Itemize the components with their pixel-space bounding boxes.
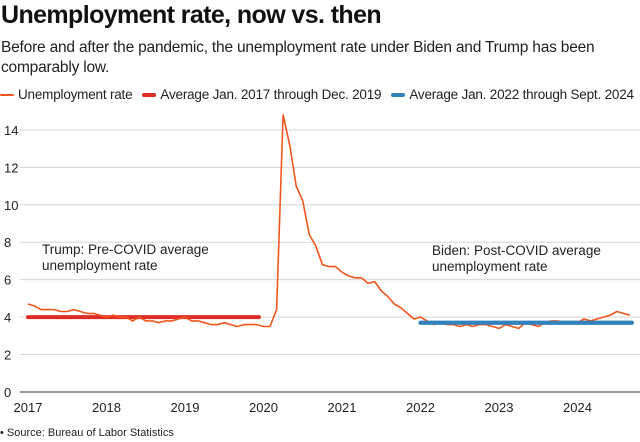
y-tick-label: 4 [4, 310, 11, 325]
legend-swatch [142, 92, 157, 97]
x-tick-label: 2022 [406, 400, 435, 415]
annotation-biden-line1: Biden: Post-COVID average [432, 243, 601, 258]
annotation-trump-line2: unemployment rate [42, 258, 158, 273]
source-note: • Source: Bureau of Labor Statistics [0, 427, 174, 439]
x-tick-label: 2024 [563, 400, 592, 415]
legend: Unemployment rate Average Jan. 2017 thro… [0, 87, 640, 102]
chart-title: Unemployment rate, now vs. then [1, 1, 382, 29]
annotation-biden-line2: unemployment rate [432, 259, 548, 274]
x-tick-label: 2023 [485, 400, 514, 415]
y-tick-label: 14 [4, 123, 18, 138]
unemployment-rate-line [27, 114, 631, 330]
legend-item-average-2017-2019: Average Jan. 2017 through Dec. 2019 [142, 87, 382, 102]
x-tick-label: 2018 [92, 400, 121, 415]
y-tick-label: 12 [4, 160, 18, 175]
annotation-trump-line1: Trump: Pre-COVID average [42, 242, 209, 257]
legend-item-average-2022-2024: Average Jan. 2022 through Sept. 2024 [391, 87, 634, 102]
y-tick-label: 2 [4, 348, 11, 363]
legend-label: Unemployment rate [18, 87, 133, 102]
y-tick-label: 8 [4, 235, 11, 250]
x-tick-label: 2021 [328, 400, 357, 415]
legend-swatch [0, 93, 14, 96]
x-tick-label: 2017 [14, 400, 43, 415]
legend-label: Average Jan. 2022 through Sept. 2024 [409, 87, 634, 102]
legend-label: Average Jan. 2017 through Dec. 2019 [160, 87, 382, 102]
x-tick-label: 2020 [249, 400, 278, 415]
legend-item-unemployment-rate: Unemployment rate [0, 87, 133, 102]
y-tick-label: 10 [4, 198, 18, 213]
x-tick-label: 2019 [171, 400, 200, 415]
y-tick-label: 6 [4, 273, 11, 288]
legend-swatch [391, 92, 406, 97]
chart-subtitle: Before and after the pandemic, the unemp… [1, 39, 595, 76]
y-tick-label: 0 [4, 385, 11, 400]
